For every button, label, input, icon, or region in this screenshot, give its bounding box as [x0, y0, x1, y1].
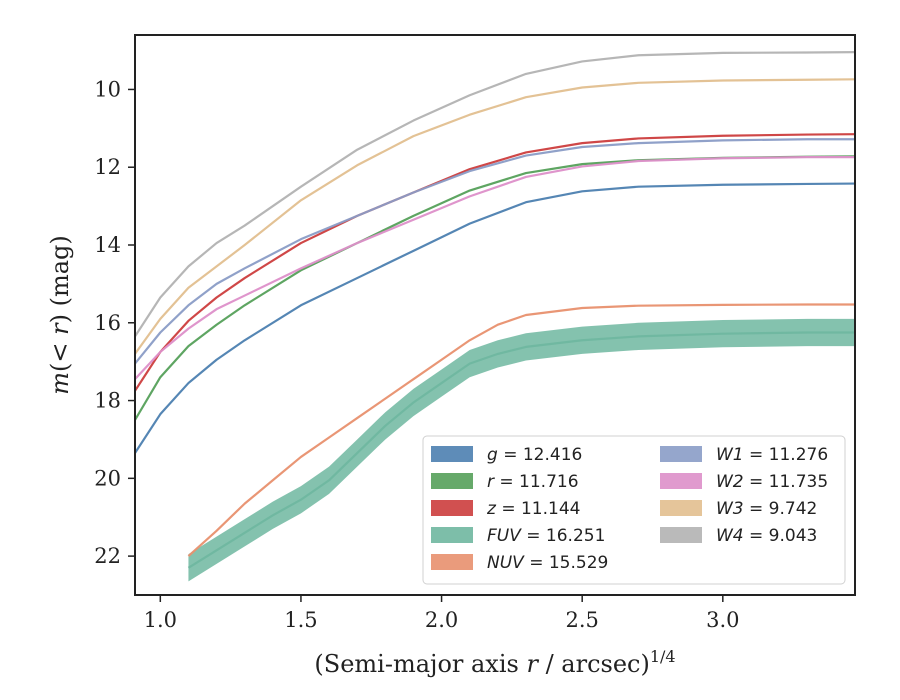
legend-label-nuv: NUV = 15.529: [487, 553, 608, 573]
legend-swatch-nuv: [431, 554, 473, 570]
x-tick-label: 2.0: [425, 608, 458, 632]
y-tick-label: 18: [94, 389, 121, 413]
legend-label-w4: W4 = 9.043: [716, 526, 817, 546]
x-tick-label: 3.0: [706, 608, 739, 632]
legend-box: [422, 435, 846, 585]
x-tick-label: 2.5: [565, 608, 598, 632]
legend-label-w2: W2 = 11.735: [716, 472, 828, 492]
legend-label-g: g = 12.416: [487, 445, 582, 465]
x-tick-label: 1.0: [144, 608, 177, 632]
legend-label-w3: W3 = 9.742: [716, 499, 817, 519]
series-line-w3: [135, 78, 855, 355]
series-line-g: [135, 182, 855, 454]
legend-swatch-g: [431, 446, 473, 462]
legend-swatch-r: [431, 473, 473, 489]
x-axis-label: (Semi-major axis r / arcsec)1/4: [314, 647, 675, 678]
series-line-w4: [135, 51, 855, 337]
y-tick-label: 20: [94, 466, 121, 490]
y-tick-label: 12: [94, 155, 121, 179]
legend-swatch-w1: [660, 446, 702, 462]
y-tick-label: 22: [94, 544, 121, 568]
series-line-w2: [135, 156, 855, 380]
series-line-w1: [135, 138, 855, 365]
legend-label-w1: W1 = 11.276: [716, 445, 828, 465]
y-axis-ticks: 10 12 14 16 18 20 22: [94, 77, 135, 568]
y-tick-label: 14: [94, 233, 121, 257]
legend-swatch-w2: [660, 473, 702, 489]
x-axis-ticks: 1.0 1.5 2.0 2.5 3.0: [144, 595, 740, 632]
series-layer: [135, 51, 855, 582]
legend-label-z: z = 11.144: [486, 499, 580, 519]
legend-label-fuv: FUV = 16.251: [487, 526, 605, 546]
series-line-nuv: [187, 303, 855, 557]
legend-swatch-fuv: [431, 527, 473, 543]
plot-frame: [134, 34, 856, 596]
legend: g = 12.416 r = 11.716 z = 11.144 FUV = 16.2…: [422, 435, 846, 585]
legend-swatch-w4: [660, 527, 702, 543]
series-line-fuv: [187, 331, 855, 569]
legend-swatch-w3: [660, 500, 702, 516]
y-tick-label: 16: [94, 311, 121, 335]
x-tick-label: 1.5: [284, 608, 317, 632]
y-axis-label: m(< r) (mag): [46, 235, 74, 395]
legend-label-r: r = 11.716: [487, 472, 579, 492]
y-tick-label: 10: [94, 77, 121, 101]
series-band-fuv: [188, 318, 855, 582]
legend-swatch-z: [431, 500, 473, 516]
